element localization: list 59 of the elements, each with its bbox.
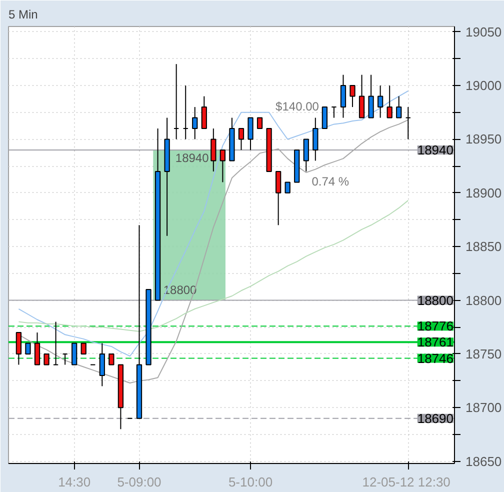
ref-line-label: 18940 <box>417 142 454 158</box>
annotation: $140.00 <box>276 99 320 114</box>
y-tick-label: 18950 <box>466 132 502 147</box>
y-tick-label: 19000 <box>466 78 502 94</box>
x-tick-label: 14:30 <box>58 474 91 490</box>
x-tick-label: 5-09:00 <box>117 474 162 490</box>
candlestick <box>182 85 188 140</box>
candlestick <box>210 128 216 172</box>
candlestick <box>358 74 365 118</box>
candlestick <box>368 74 374 118</box>
y-tick-label: 18800 <box>466 292 502 308</box>
y-tick-label: 18700 <box>466 400 502 416</box>
candlestick <box>276 170 282 226</box>
x-tick-label: 5-10:00 <box>228 474 273 490</box>
candlestick <box>99 342 105 387</box>
candlestick <box>80 342 86 354</box>
line-series <box>18 200 409 332</box>
candlestick <box>322 106 328 129</box>
candlestick <box>238 128 244 150</box>
annotation: 18800 <box>163 282 198 297</box>
candlestick <box>303 138 309 172</box>
candlestick <box>62 353 68 366</box>
candlestick <box>256 117 263 129</box>
candlestick <box>25 342 31 354</box>
ref-line-label: 18800 <box>417 292 454 308</box>
candlestick <box>386 85 392 118</box>
candlestick <box>396 96 402 118</box>
y-tick-label: 18650 <box>466 454 502 469</box>
candlestick <box>16 332 22 366</box>
candlestick <box>192 106 198 140</box>
ref-line-label: 18690 <box>417 410 454 426</box>
candlestick <box>312 117 318 162</box>
candlestick <box>220 149 226 183</box>
candlestick <box>331 106 337 118</box>
annotation: 18940 <box>175 151 210 166</box>
ref-line-label: 18746 <box>417 350 454 366</box>
annotation: 0.74 % <box>312 174 350 189</box>
candlestick <box>340 74 346 118</box>
candlestick <box>108 353 114 366</box>
x-tick-label: 12-05-12 12:30 <box>362 474 450 490</box>
ref-line-label: 18761 <box>417 334 454 350</box>
candlestick <box>52 321 59 366</box>
candlestick <box>350 85 356 108</box>
candlestick <box>405 106 411 140</box>
y-tick-label: 18850 <box>466 239 502 254</box>
candlestick <box>248 117 254 150</box>
y-tick-label: 19050 <box>466 24 502 40</box>
ref-line-label: 18776 <box>417 318 454 334</box>
candlestick <box>44 353 50 366</box>
y-tick-label: 18750 <box>466 346 502 362</box>
line-series <box>18 90 409 357</box>
candlestick <box>34 332 40 366</box>
candlestick <box>72 342 78 366</box>
y-tick-label: 18900 <box>466 185 502 200</box>
candlestick <box>284 182 290 194</box>
chart-title: 5 Min <box>8 8 38 22</box>
candlestick <box>201 96 207 129</box>
candlestick <box>378 85 384 118</box>
candlestick <box>174 64 180 140</box>
